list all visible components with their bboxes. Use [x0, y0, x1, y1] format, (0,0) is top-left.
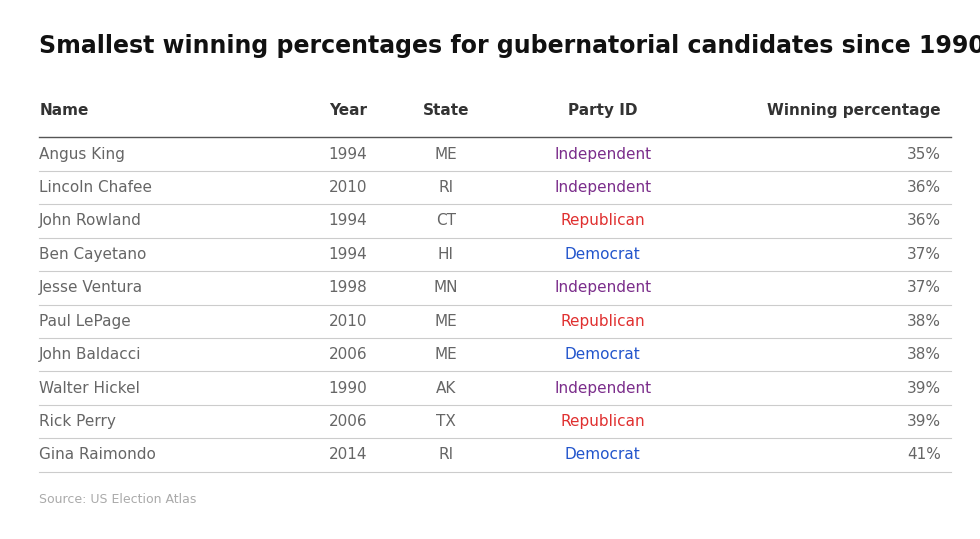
Text: 38%: 38% — [906, 314, 941, 329]
Text: 39%: 39% — [906, 381, 941, 396]
Text: 37%: 37% — [906, 280, 941, 295]
Text: Name: Name — [39, 103, 88, 118]
Text: 37%: 37% — [906, 247, 941, 262]
Text: Gina Raimondo: Gina Raimondo — [39, 447, 156, 462]
Text: Democrat: Democrat — [564, 347, 641, 362]
Text: Party ID: Party ID — [568, 103, 637, 118]
Text: Lincoln Chafee: Lincoln Chafee — [39, 180, 152, 195]
Text: ME: ME — [434, 347, 458, 362]
Text: Ben Cayetano: Ben Cayetano — [39, 247, 147, 262]
Text: Walter Hickel: Walter Hickel — [39, 381, 140, 396]
Text: 39%: 39% — [906, 414, 941, 429]
Text: Democrat: Democrat — [564, 447, 641, 462]
Text: Winning percentage: Winning percentage — [767, 103, 941, 118]
Text: 2010: 2010 — [328, 180, 368, 195]
Text: Rick Perry: Rick Perry — [39, 414, 116, 429]
Text: John Rowland: John Rowland — [39, 213, 142, 229]
Text: HI: HI — [438, 247, 454, 262]
Text: John Baldacci: John Baldacci — [39, 347, 142, 362]
Text: Independent: Independent — [554, 147, 652, 162]
Text: 1990: 1990 — [328, 381, 368, 396]
Text: 2010: 2010 — [328, 314, 368, 329]
Text: ME: ME — [434, 314, 458, 329]
Text: 41%: 41% — [906, 447, 941, 462]
Text: AK: AK — [436, 381, 456, 396]
Text: Independent: Independent — [554, 381, 652, 396]
Text: RI: RI — [438, 180, 454, 195]
Text: 1994: 1994 — [328, 147, 368, 162]
Text: TX: TX — [436, 414, 456, 429]
Text: 35%: 35% — [906, 147, 941, 162]
Text: Jesse Ventura: Jesse Ventura — [39, 280, 143, 295]
Text: 1998: 1998 — [328, 280, 368, 295]
Text: MN: MN — [434, 280, 459, 295]
Text: ME: ME — [434, 147, 458, 162]
Text: Republican: Republican — [561, 213, 645, 229]
Text: 2014: 2014 — [328, 447, 368, 462]
Text: Angus King: Angus King — [39, 147, 125, 162]
Text: Democrat: Democrat — [564, 247, 641, 262]
Text: State: State — [422, 103, 469, 118]
Text: 36%: 36% — [906, 213, 941, 229]
Text: Republican: Republican — [561, 314, 645, 329]
Text: 38%: 38% — [906, 347, 941, 362]
Text: Independent: Independent — [554, 280, 652, 295]
Text: 2006: 2006 — [328, 347, 368, 362]
Text: Paul LePage: Paul LePage — [39, 314, 131, 329]
Text: Republican: Republican — [561, 414, 645, 429]
Text: Year: Year — [329, 103, 367, 118]
Text: 36%: 36% — [906, 180, 941, 195]
Text: 2006: 2006 — [328, 414, 368, 429]
Text: RI: RI — [438, 447, 454, 462]
Text: 1994: 1994 — [328, 213, 368, 229]
Text: 1994: 1994 — [328, 247, 368, 262]
Text: Source: US Election Atlas: Source: US Election Atlas — [39, 493, 197, 506]
Text: CT: CT — [436, 213, 456, 229]
Text: Smallest winning percentages for gubernatorial candidates since 1990: Smallest winning percentages for guberna… — [39, 34, 980, 58]
Text: Independent: Independent — [554, 180, 652, 195]
